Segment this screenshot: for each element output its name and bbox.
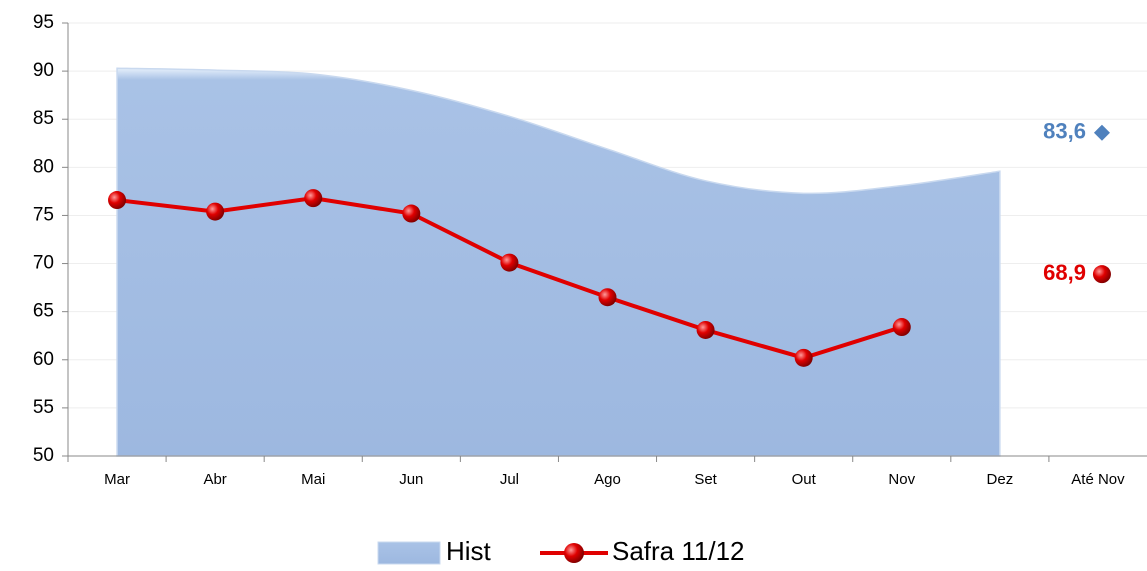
legend-swatch [564,543,584,563]
x-tick-label: Ago [594,471,621,488]
marker [206,202,225,221]
legend-label: Hist [446,536,492,566]
data-label: 83,6 [1043,119,1086,144]
marker [892,318,911,337]
y-tick-label: 60 [33,349,54,370]
y-tick-label: 50 [33,445,54,466]
y-tick-label: 95 [33,12,54,33]
x-tick-label: Mai [301,471,325,488]
marker [598,288,617,307]
legend-swatch [377,541,441,565]
data-label: 68,9 [1043,260,1086,285]
y-tick-label: 70 [33,253,54,274]
x-tick-label: Jul [500,471,519,488]
y-tick-label: 85 [33,108,54,129]
marker [108,191,127,210]
marker [696,320,715,339]
marker [1092,265,1111,284]
area [116,67,1001,457]
y-tick-label: 80 [33,156,54,177]
marker [500,253,519,272]
x-tick-label: Dez [987,471,1014,488]
marker [1093,124,1110,141]
x-tick-label: Mar [104,471,130,488]
x-tick-label: Set [694,471,717,488]
y-tick-label: 75 [33,204,54,225]
x-tick-label: Jun [399,471,423,488]
legend-label: Safra 11/12 [612,536,745,566]
y-tick-label: 55 [33,397,54,418]
marker [794,348,813,367]
x-tick-label: Out [792,471,817,488]
y-tick-label: 90 [33,60,54,81]
x-tick-label: Abr [203,471,226,488]
marker [402,204,421,223]
x-tick-label: Nov [888,471,915,488]
marker [304,189,323,208]
y-tick-label: 65 [33,301,54,322]
x-tick-label: Até Nov [1071,471,1125,488]
